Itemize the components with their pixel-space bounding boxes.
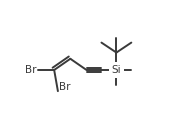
Text: Si: Si: [112, 65, 121, 75]
Text: Br: Br: [25, 65, 37, 75]
Text: Br: Br: [59, 82, 71, 92]
